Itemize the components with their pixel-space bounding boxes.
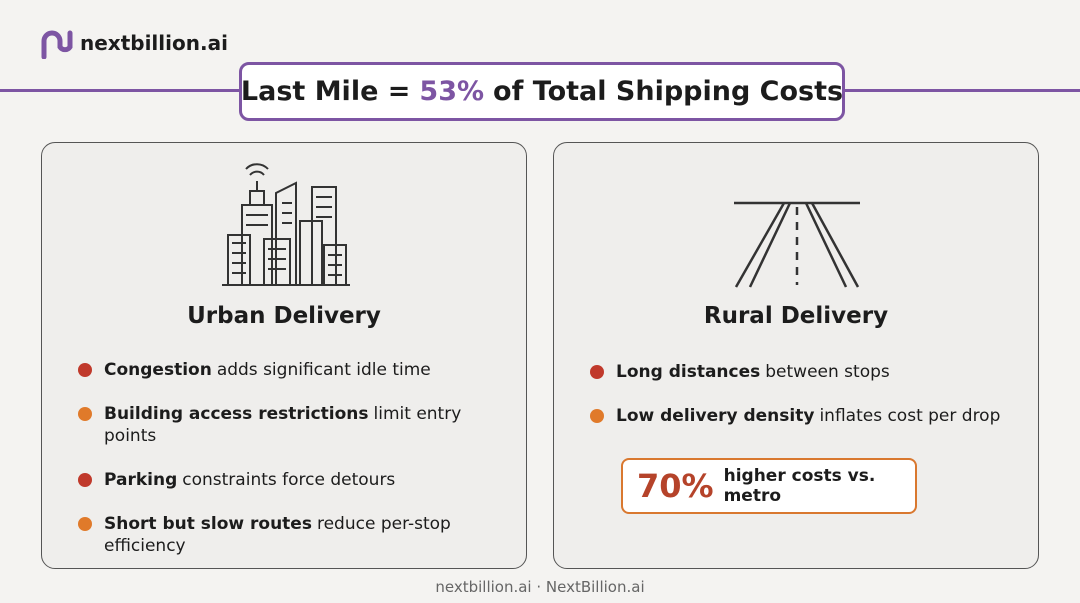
bullet-text: adds significant idle time [216,360,431,380]
title-suffix: of Total Shipping Costs [493,76,844,107]
bullet-list: Long distances between stops Low delivery… [590,361,1010,449]
card-title: Rural Delivery [703,303,889,329]
bullet: Long distances between stops [590,361,1010,383]
bullet-bold: Low delivery density [616,406,815,426]
bullet: Parking constraints force detours [78,469,498,491]
callout-figure: 70% [637,467,714,505]
brand: nextbillion.ai [80,31,228,55]
urban-card: Urban Delivery Congestion adds significan… [41,142,527,569]
bullet-text: between stops [765,362,890,382]
bullet-text: constraints force detours [182,470,396,490]
bullet-bold: Parking [104,470,178,490]
rural-card: Rural Delivery Long distances between sto… [553,142,1039,569]
logo-icon [41,30,73,59]
road-icon [734,201,860,288]
bullet-text: inflates cost per drop [819,406,1001,426]
bullet: Building access restrictions limit entry … [78,403,498,447]
title-highlight: 53% [419,76,485,107]
bullet: Congestion adds significant idle time [78,359,498,381]
card-title: Urban Delivery [187,303,381,329]
bullet-bold: Congestion [104,360,212,380]
city-icon [222,163,350,286]
bullet: Low delivery density inflates cost per dr… [590,405,1010,427]
bullet-text: limit entry points [104,404,462,446]
bullet-bold: Short but slow routes [104,514,312,534]
footer: nextbillion.ai · NextBillion.ai [435,578,645,596]
callout: 70% higher costs vs. metro [621,458,917,514]
title-prefix: Last Mile = [240,76,411,107]
bullet: Short but slow routes reduce per-stop eff… [78,513,498,557]
callout-text: higher costs vs. metro [723,466,876,506]
title: Last Mile = 53% of Total Shipping Costs [239,62,845,121]
bullet-text: reduce per-stop efficiency [104,514,451,556]
bullet-list: Congestion adds significant idle time Bui… [78,359,498,579]
bullet-bold: Building access restrictions [104,404,369,424]
bullet-bold: Long distances [616,362,761,382]
